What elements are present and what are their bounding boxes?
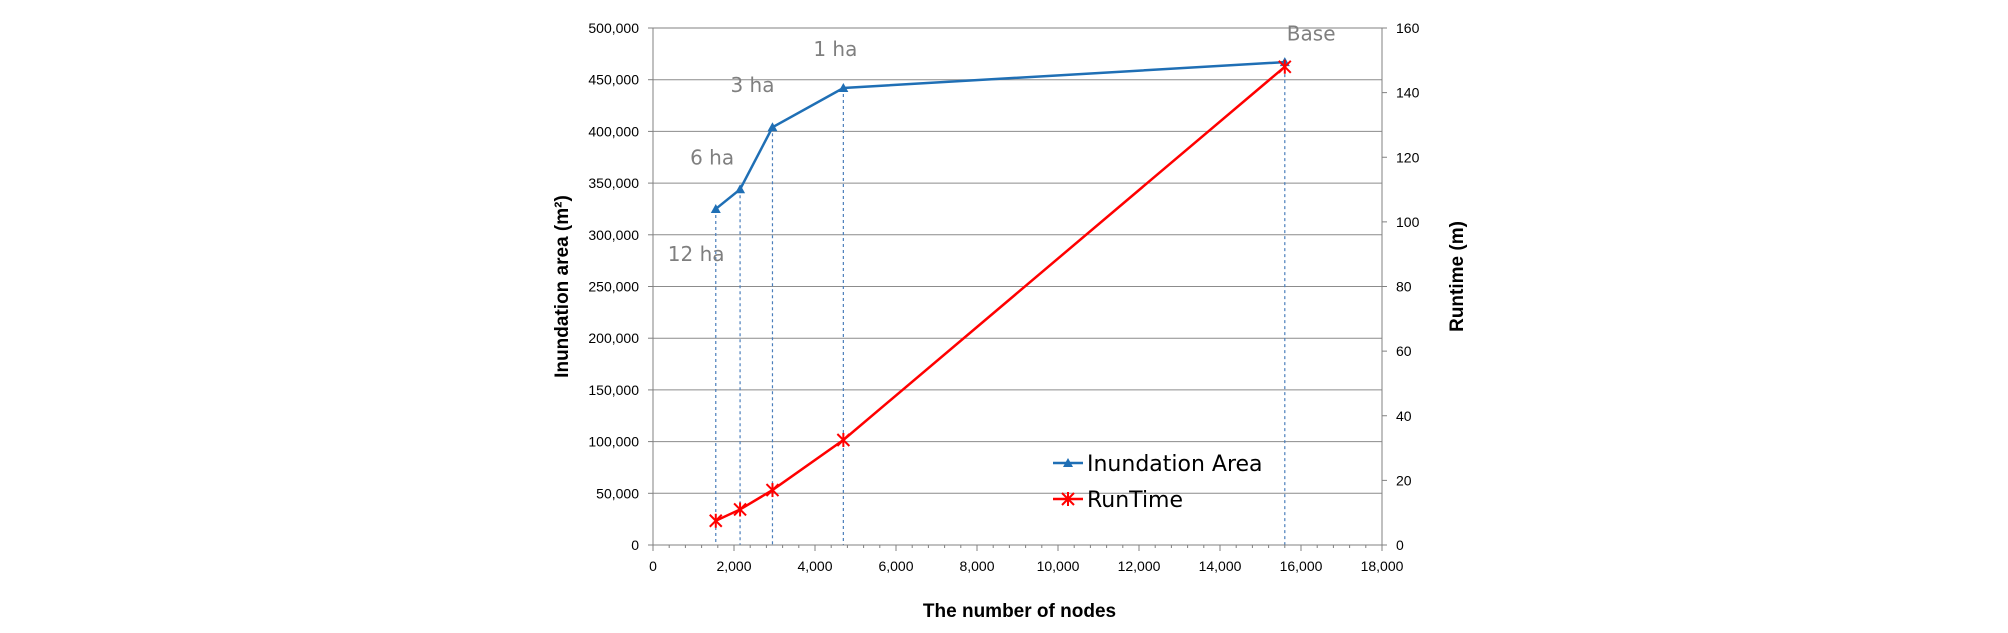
y-left-tick-label: 300,000 [588, 227, 639, 243]
y-right-tick-label: 20 [1396, 472, 1412, 488]
star-marker [733, 502, 747, 517]
x-axis-ticks: 0 2,000 4,000 6,000 8,000 10,000 12,000 14,000 1… [649, 545, 1404, 574]
x-tick-label: 12,000 [1118, 558, 1161, 574]
y-right-tick-label: 60 [1396, 343, 1412, 359]
legend-label-inundation: Inundation Area [1087, 452, 1263, 477]
x-tick-label: 8,000 [959, 558, 994, 574]
y-left-tick-label: 500,000 [588, 20, 639, 36]
y-left-axis-title: Inundation area (m²) [552, 195, 573, 378]
y-right-tick-label: 80 [1396, 279, 1412, 295]
annotation-label: 1 ha [813, 37, 857, 61]
y-left-tick-label: 100,000 [588, 434, 639, 450]
annotation-label: 12 ha [668, 242, 725, 266]
gridlines [653, 27, 1382, 546]
star-marker [1278, 59, 1292, 74]
annotation-label: 3 ha [730, 73, 774, 97]
y-left-tick-label: 50,000 [596, 485, 639, 501]
x-tick-label: 6,000 [878, 558, 913, 574]
y-right-tick-label: 0 [1396, 537, 1404, 553]
legend: Inundation Area RunTime [1053, 452, 1263, 513]
y-left-tick-label: 400,000 [588, 123, 639, 139]
y-right-tick-label: 40 [1396, 408, 1412, 424]
x-tick-label: 16,000 [1280, 558, 1323, 574]
y-left-tick-label: 0 [631, 537, 639, 553]
y-right-tick-label: 100 [1396, 214, 1420, 230]
triangle-marker [1063, 458, 1073, 467]
star-marker [709, 513, 723, 528]
y-left-tick-label: 250,000 [588, 279, 639, 295]
y-right-axis-ticks: 0 20 40 60 80 100 120 140 160 [1382, 20, 1420, 553]
x-tick-label: 2,000 [716, 558, 751, 574]
y-right-axis-title: Runtime (m) [1447, 221, 1468, 332]
y-left-tick-label: 450,000 [588, 72, 639, 88]
y-right-tick-label: 140 [1396, 85, 1420, 101]
x-tick-label: 10,000 [1037, 558, 1080, 574]
y-left-tick-label: 150,000 [588, 382, 639, 398]
y-left-axis-ticks: 0 50,000 100,000 150,000 200,000 250,000 300,0… [588, 20, 653, 553]
y-right-tick-label: 120 [1396, 149, 1420, 165]
legend-label-runtime: RunTime [1087, 488, 1183, 513]
triangle-marker [767, 122, 778, 132]
inundation-area-line [714, 60, 1285, 210]
annotation-label: 6 ha [690, 145, 734, 169]
x-tick-label: 4,000 [797, 558, 832, 574]
annotation-label: Base [1287, 22, 1336, 46]
annotations: 12 ha 6 ha 3 ha 1 ha Base [668, 22, 1336, 266]
y-left-tick-label: 200,000 [588, 330, 639, 346]
triangle-marker [710, 203, 721, 213]
series-layer [709, 57, 1292, 528]
droplines [715, 62, 1286, 545]
triangle-marker [735, 184, 746, 194]
star-marker [1061, 492, 1075, 506]
triangle-marker [838, 82, 849, 92]
x-axis-title: The number of nodes [923, 601, 1116, 622]
x-tick-label: 0 [649, 558, 657, 574]
x-tick-label: 18,000 [1361, 558, 1404, 574]
star-marker [765, 483, 780, 498]
y-right-tick-label: 160 [1396, 20, 1420, 36]
y-left-tick-label: 350,000 [588, 175, 639, 191]
star-marker [836, 432, 851, 447]
x-tick-label: 14,000 [1199, 558, 1242, 574]
